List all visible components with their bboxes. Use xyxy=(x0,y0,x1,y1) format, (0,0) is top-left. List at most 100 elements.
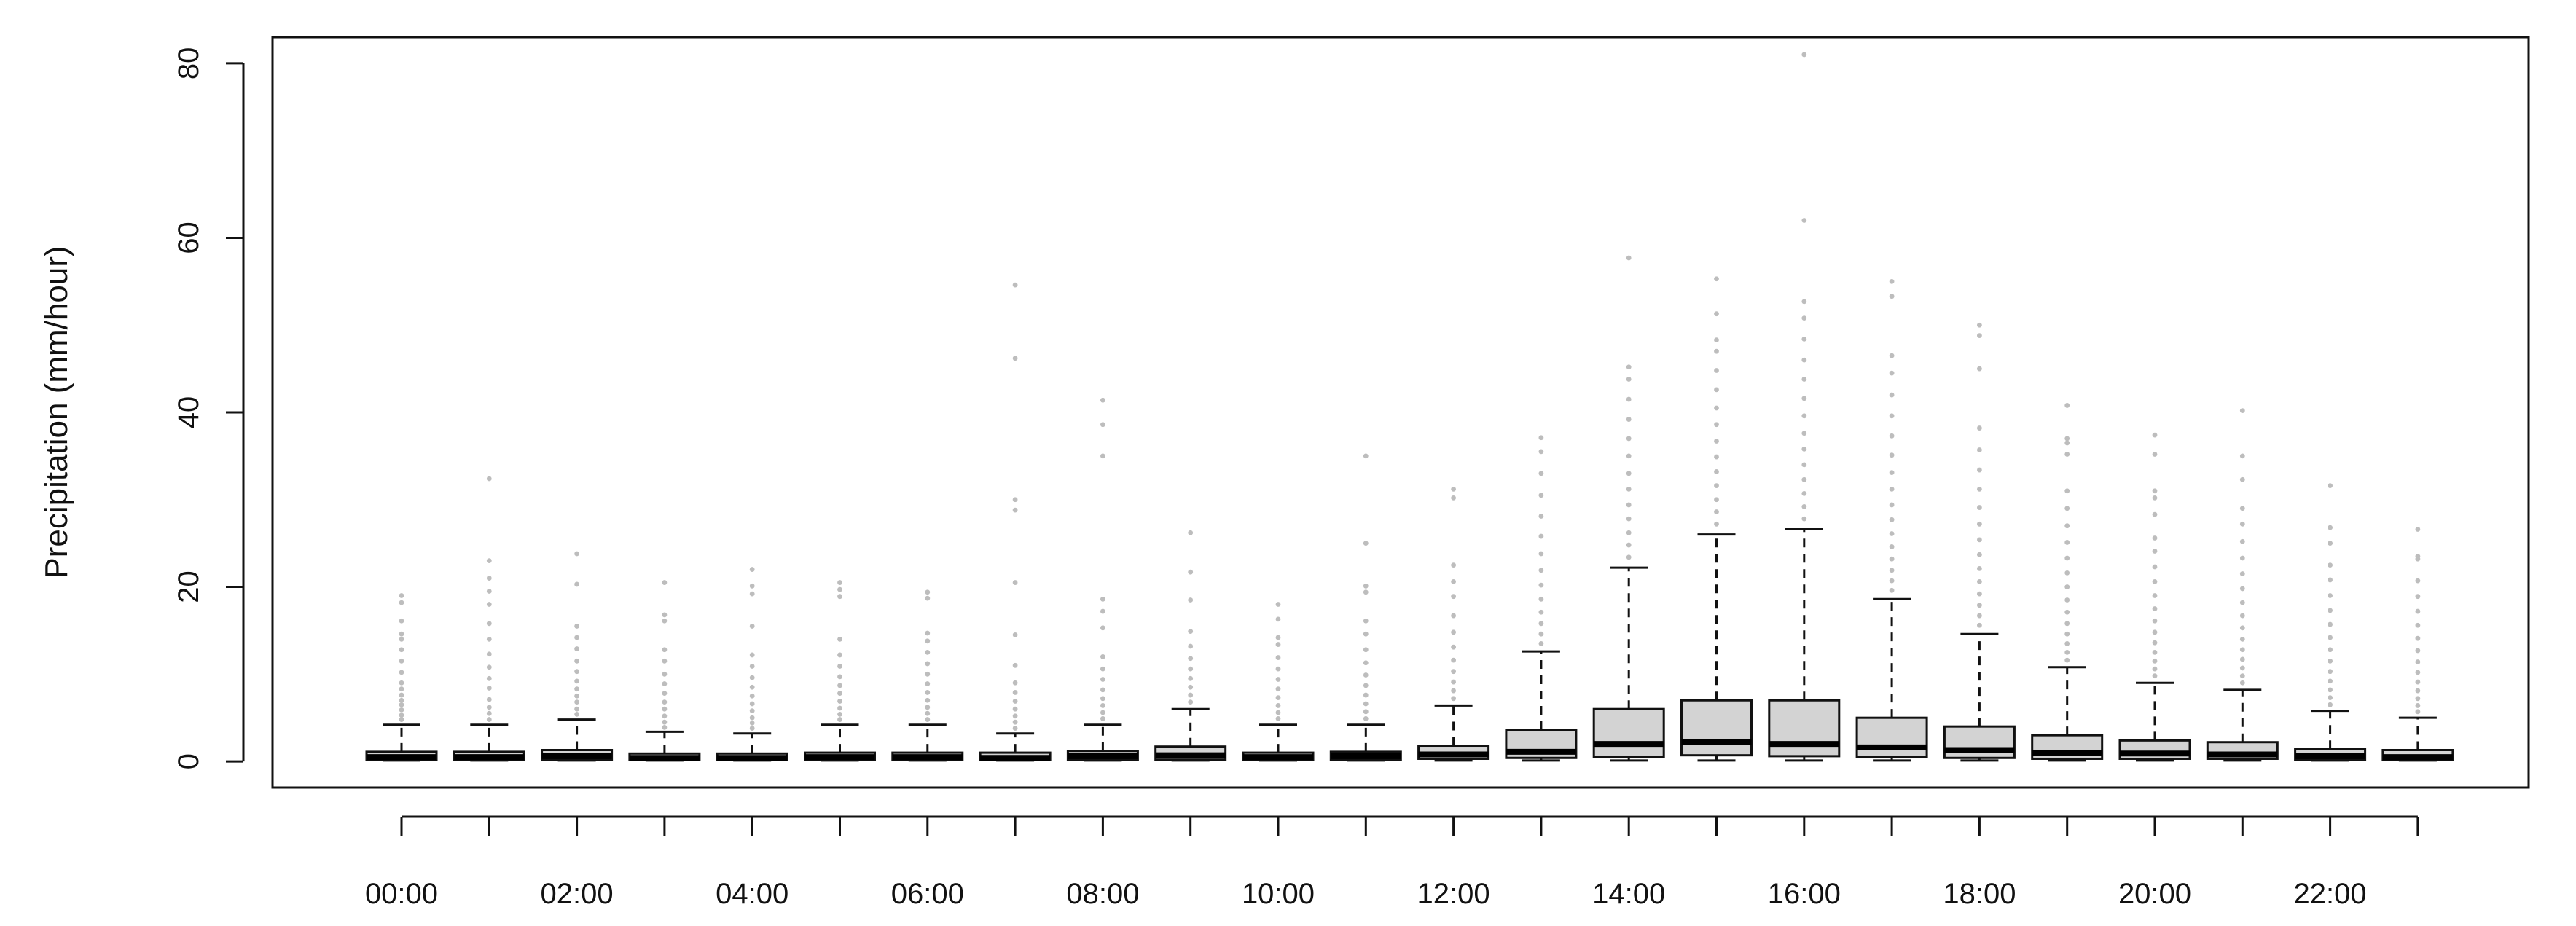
outlier-point xyxy=(1801,431,1807,436)
outlier-point xyxy=(749,664,755,669)
outlier-point xyxy=(1889,531,1895,536)
outlier-point xyxy=(2064,523,2070,529)
outlier-point xyxy=(1100,666,1105,672)
outlier-point xyxy=(399,680,404,686)
outlier-point xyxy=(399,702,404,707)
outlier-point xyxy=(486,697,492,702)
outlier-point xyxy=(1275,686,1281,692)
outlier-point xyxy=(662,724,668,730)
outlier-point xyxy=(2415,679,2421,685)
outlier-point xyxy=(749,726,755,731)
outlier-point xyxy=(837,594,842,600)
outlier-point xyxy=(486,476,492,482)
y-tick-label: 20 xyxy=(173,570,205,603)
outlier-point xyxy=(1100,397,1105,403)
outlier-point xyxy=(662,612,668,618)
boxes-layer xyxy=(365,52,2454,762)
outlier-point xyxy=(837,674,842,680)
box-group xyxy=(891,589,964,762)
outlier-point xyxy=(1363,709,1369,715)
outlier-point xyxy=(2064,657,2070,663)
outlier-point xyxy=(574,669,579,675)
outlier-point xyxy=(1801,462,1807,468)
outlier-point xyxy=(2152,578,2158,584)
outlier-point xyxy=(486,705,492,710)
outlier-point xyxy=(574,711,579,717)
outlier-point xyxy=(1977,467,1982,473)
box-group xyxy=(2118,432,2191,762)
outlier-point xyxy=(2415,696,2421,702)
outlier-point xyxy=(2239,673,2245,679)
outlier-point xyxy=(2328,635,2333,640)
outlier-point xyxy=(486,675,492,681)
outlier-point xyxy=(574,646,579,651)
outlier-point xyxy=(2239,613,2245,619)
outlier-point xyxy=(1100,687,1105,693)
outlier-point xyxy=(2152,658,2158,664)
outlier-point xyxy=(749,567,755,572)
x-tick-label: 12:00 xyxy=(1417,878,1490,910)
outlier-point xyxy=(1188,675,1194,681)
outlier-point xyxy=(662,713,668,719)
outlier-point xyxy=(2415,527,2421,532)
outlier-point xyxy=(1977,613,1982,619)
outlier-point xyxy=(1275,642,1281,647)
outlier-point xyxy=(2152,549,2158,554)
box-group xyxy=(804,580,876,762)
outlier-point xyxy=(2064,488,2070,494)
outlier-point xyxy=(749,693,755,699)
outlier-point xyxy=(2328,577,2333,583)
outlier-point xyxy=(1889,413,1895,419)
x-tick-label: 18:00 xyxy=(1943,878,2016,910)
outlier-point xyxy=(2239,636,2245,642)
outlier-point xyxy=(1714,405,1719,411)
outlier-point xyxy=(399,697,404,703)
outlier-point xyxy=(1889,556,1895,562)
outlier-point xyxy=(1889,452,1895,458)
outlier-point xyxy=(2152,511,2158,517)
outlier-point xyxy=(486,621,492,627)
outlier-point xyxy=(1801,490,1807,496)
outlier-point xyxy=(1889,470,1895,476)
outlier-point xyxy=(837,691,842,697)
outlier-point xyxy=(2152,535,2158,541)
outlier-point xyxy=(1626,554,1632,560)
outlier-point xyxy=(1363,683,1369,688)
box-group xyxy=(716,567,788,762)
outlier-point xyxy=(2239,521,2245,527)
outlier-point xyxy=(662,580,668,585)
outlier-point xyxy=(837,711,842,717)
outlier-point xyxy=(1363,672,1369,678)
outlier-point xyxy=(837,586,842,592)
outlier-point xyxy=(1100,596,1105,602)
outlier-point xyxy=(399,600,404,605)
outlier-point xyxy=(1801,377,1807,382)
outlier-point xyxy=(2239,656,2245,662)
outlier-point xyxy=(1889,294,1895,299)
outlier-point xyxy=(1363,647,1369,653)
outlier-point xyxy=(1977,552,1982,557)
outlier-point xyxy=(1012,356,1018,361)
outlier-point xyxy=(2152,432,2158,438)
outlier-point xyxy=(1977,425,1982,431)
outlier-point xyxy=(486,717,492,722)
box-rect xyxy=(1680,699,1753,757)
outlier-point xyxy=(1451,562,1456,568)
outlier-point xyxy=(662,681,668,686)
outlier-point xyxy=(399,707,404,713)
outlier-point xyxy=(925,638,931,644)
outlier-point xyxy=(1012,713,1018,719)
outlier-point xyxy=(2152,618,2158,624)
outlier-point xyxy=(1714,469,1719,474)
outlier-point xyxy=(1538,621,1544,627)
outlier-point xyxy=(749,591,755,597)
outlier-point xyxy=(1889,433,1895,439)
box-rect xyxy=(1592,707,1665,758)
outlier-point xyxy=(2328,695,2333,701)
outlier-point xyxy=(1100,710,1105,715)
outlier-point xyxy=(925,690,931,695)
outlier-point xyxy=(837,664,842,669)
outlier-point xyxy=(1363,589,1369,595)
outlier-point xyxy=(662,699,668,705)
outlier-point xyxy=(749,583,755,589)
